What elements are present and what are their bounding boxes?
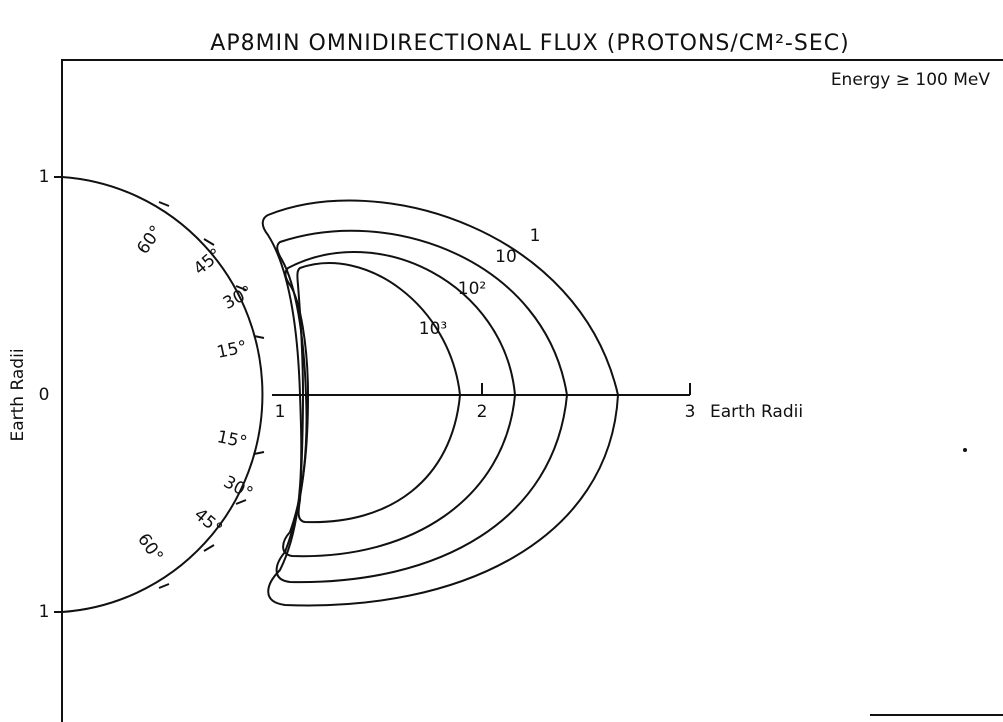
latitude-label: 30° xyxy=(220,282,256,314)
y-ticks xyxy=(54,176,62,613)
latitude-label: 30° xyxy=(220,472,256,504)
contour xyxy=(296,262,462,524)
latitude-label: 60° xyxy=(133,222,167,258)
contour xyxy=(261,199,620,607)
x-axis xyxy=(272,383,691,396)
energy-annotation: Energy ≥ 100 MeV xyxy=(831,70,991,90)
contour-label: 1 xyxy=(530,226,541,246)
title: AP8MIN OMNIDIRECTIONAL FLUX (PROTONS/CM²… xyxy=(210,31,849,56)
latitude-label: 45° xyxy=(190,505,226,540)
latitude-label: 15° xyxy=(215,427,249,453)
y-tick-label: 1 xyxy=(39,167,50,187)
latitude-label: 60° xyxy=(133,530,167,566)
y-tick-label: 0 xyxy=(39,385,50,405)
x-axis-label: Earth Radii xyxy=(710,402,803,422)
speck xyxy=(963,448,967,452)
contour xyxy=(275,229,569,584)
contour-label: 10² xyxy=(458,279,486,299)
frame xyxy=(61,59,1003,722)
earth xyxy=(61,176,264,613)
contour-label: 10³ xyxy=(419,319,447,339)
y-axis-label: Earth Radii xyxy=(8,348,28,441)
x-tick-label: 2 xyxy=(477,402,488,422)
contour-label: 10 xyxy=(495,247,517,267)
latitude-ticks xyxy=(158,201,265,589)
x-tick-label: 3 xyxy=(685,402,696,422)
latitude-label: 15° xyxy=(215,337,249,363)
latitude-label: 45° xyxy=(190,245,226,280)
x-tick-label: 1 xyxy=(275,402,286,422)
y-tick-label: 1 xyxy=(39,602,50,622)
